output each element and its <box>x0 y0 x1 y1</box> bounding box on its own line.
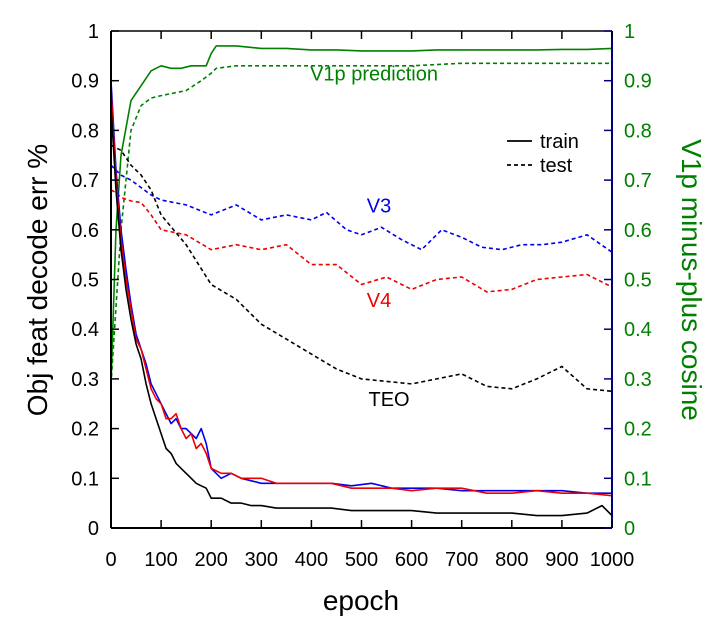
series-line-v4_train <box>110 90 613 497</box>
y-tick-label-right: 0.8 <box>624 120 652 142</box>
y-tick-label-left: 0.2 <box>71 419 99 441</box>
annotation-teo: TEO <box>368 389 409 411</box>
y-tick-label-right: 0.5 <box>624 270 652 292</box>
x-tick-label: 700 <box>445 549 478 571</box>
legend-label-test: test <box>540 155 573 177</box>
series-line-v3_test <box>110 164 613 253</box>
series-line-v1p_train <box>110 45 613 384</box>
y-tick-label-right: 0.1 <box>624 468 652 490</box>
y-tick-label-right: 0 <box>624 518 635 540</box>
x-tick-label: 0 <box>105 549 116 571</box>
annotation-v4: V4 <box>367 290 391 312</box>
legend-label-train: train <box>540 131 579 153</box>
x-tick-label: 200 <box>195 549 228 571</box>
y-tick-label-left: 0.3 <box>71 369 99 391</box>
y-tick-label-right: 0.6 <box>624 220 652 242</box>
y-tick-label-left: 0.9 <box>71 71 99 93</box>
series-line-v3_train <box>110 80 612 495</box>
tick-layer: 0 100 200 300 400 500 600 700 800 900 1000 0 0.1 0.2 0… <box>71 21 652 571</box>
y-tick-label-left: 0.7 <box>71 170 99 192</box>
y-tick-label-left: 0.8 <box>71 120 99 142</box>
annotation-v3: V3 <box>367 195 391 217</box>
x-tick-label: 100 <box>144 549 177 571</box>
x-tick-label: 1000 <box>590 549 635 571</box>
y-tick-label-left: 0.4 <box>71 319 99 341</box>
y-axis-left-title: Obj feat decode err % <box>22 144 53 416</box>
y-tick-label-left: 0.1 <box>71 468 99 490</box>
x-tick-label: 800 <box>495 549 528 571</box>
y-tick-label-right: 0.3 <box>624 369 652 391</box>
y-tick-label-left: 0.6 <box>71 220 99 242</box>
series-line-teo_train <box>110 105 613 517</box>
y-tick-label-right: 0.2 <box>624 419 652 441</box>
y-tick-label-right: 0.7 <box>624 170 652 192</box>
x-tick-label: 500 <box>345 549 378 571</box>
x-tick-label: 600 <box>395 549 428 571</box>
y-tick-label-right: 0.4 <box>624 319 652 341</box>
series-line-v1p_test <box>110 62 612 384</box>
series-line-v4_test <box>110 189 613 293</box>
y-tick-label-left: 0.5 <box>71 270 99 292</box>
x-tick-label: 400 <box>295 549 328 571</box>
y-tick-label-right: 0.9 <box>624 71 652 93</box>
x-tick-label: 300 <box>245 549 278 571</box>
y-tick-label-left: 0 <box>88 518 99 540</box>
x-tick-label: 900 <box>545 549 578 571</box>
x-axis-title: epoch <box>323 585 399 616</box>
y-tick-label-left: 1 <box>88 21 99 43</box>
y-axis-right-title: V1p minus-plus cosine <box>676 139 707 421</box>
annotation-v1p-prediction: V1p prediction <box>310 64 438 86</box>
y-tick-label-right: 1 <box>624 21 635 43</box>
series-line-teo_test <box>110 144 613 393</box>
series-layer <box>110 45 613 517</box>
frame-layer <box>110 30 613 529</box>
